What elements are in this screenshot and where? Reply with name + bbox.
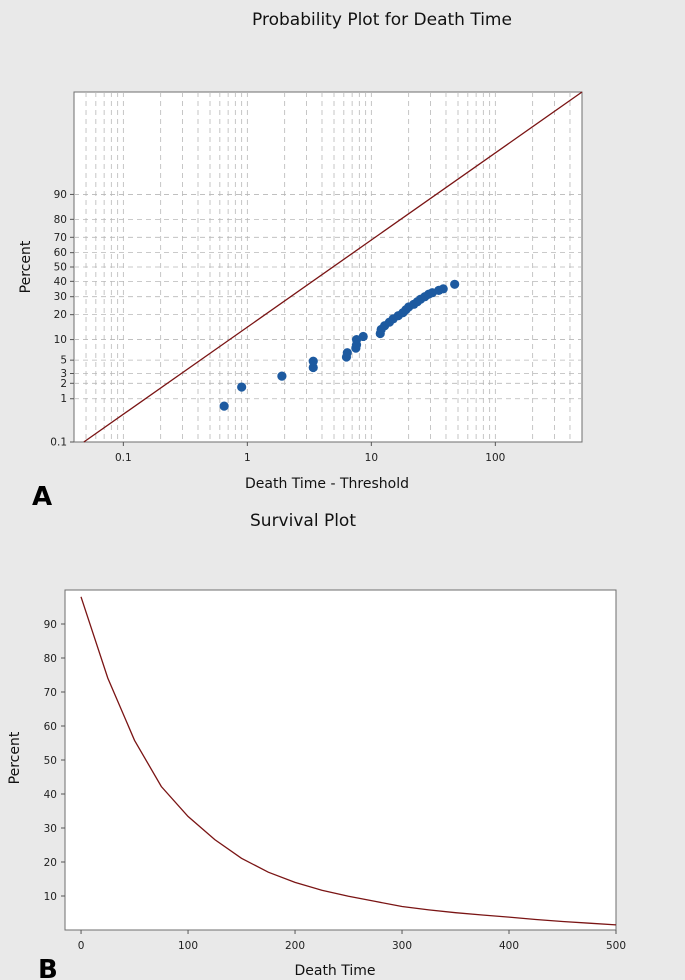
- panel-a: Probability Plot for Death Time 0.1 1 235 1…: [18, 10, 583, 512]
- chart-b-x-ticks: 0 100 200 300 400 500: [78, 930, 626, 952]
- chart-b-y-label: Percent: [7, 731, 23, 784]
- chart-a-y-tick-label: 80: [54, 214, 67, 226]
- chart-a-data-point: [342, 348, 352, 358]
- chart-a-y-tick-label: 5: [60, 355, 67, 367]
- chart-b-title: Survival Plot: [250, 511, 356, 531]
- chart-b-x-tick-label: 500: [606, 940, 626, 952]
- chart-a-data-point: [219, 401, 229, 411]
- chart-a-data-point: [277, 371, 287, 381]
- chart-b-x-tick-label: 0: [78, 940, 85, 952]
- chart-a-x-tick-label: 1: [244, 452, 251, 464]
- chart-b-y-tick-label: 50: [44, 755, 57, 767]
- chart-a-y-tick-label: 0.1: [50, 437, 67, 449]
- chart-b-x-tick-label: 400: [499, 940, 519, 952]
- chart-a-data-point: [450, 279, 460, 289]
- chart-a-y-tick-label: 20: [54, 309, 67, 321]
- chart-b-y-tick-label: 80: [44, 653, 57, 665]
- chart-a-y-tick-label: 40: [54, 276, 67, 288]
- chart-a-y-tick-label: 30: [54, 291, 67, 303]
- chart-a-x-tick-label: 0.1: [115, 452, 132, 464]
- chart-b-x-label: Death Time: [294, 963, 375, 979]
- chart-a-y-tick-label: 70: [54, 232, 67, 244]
- chart-b-y-ticks: 10 20 30 40 50 60 70 80 90: [44, 619, 65, 903]
- chart-a-y-tick-label: 10: [54, 334, 67, 346]
- panel-b: Survival Plot 10 20 30 40 50 60 70 80 90 0 100 200…: [7, 511, 626, 980]
- chart-a-data-point: [358, 331, 368, 342]
- panel-b-letter: B: [38, 955, 58, 980]
- chart-b-y-tick-label: 20: [44, 857, 57, 869]
- chart-a-y-tick-label: 50: [54, 262, 67, 274]
- chart-b-survival-curve: [80, 596, 617, 926]
- chart-b-x-tick-label: 200: [285, 940, 305, 952]
- chart-a-y-tick-label: 1: [60, 393, 67, 405]
- chart-a-title: Probability Plot for Death Time: [252, 10, 512, 30]
- chart-b-y-tick-label: 40: [44, 789, 57, 801]
- chart-a-x-tick-label: 10: [365, 452, 378, 464]
- chart-a-data-point: [308, 356, 318, 366]
- chart-b-x-tick-label: 300: [392, 940, 412, 952]
- chart-b-y-tick-label: 60: [44, 721, 57, 733]
- chart-b-y-tick-label: 70: [44, 687, 57, 699]
- chart-b-y-tick-label: 30: [44, 823, 57, 835]
- chart-a-y-ticks: 0.1 1 235 10 20 30 40 50 60 70 80 90: [50, 189, 74, 449]
- chart-a-data-point: [237, 382, 247, 392]
- chart-a-data-point: [438, 284, 448, 294]
- chart-b-y-tick-label: 90: [44, 619, 57, 631]
- chart-a-y-tick-label: 90: [54, 189, 67, 201]
- chart-b-y-tick-label: 10: [44, 891, 57, 903]
- chart-a-points: [219, 279, 460, 411]
- chart-a-y-tick-label: 60: [54, 247, 67, 259]
- chart-a-x-ticks: 0.1 1 10 100: [115, 442, 505, 464]
- chart-a-y-label: Percent: [18, 240, 34, 293]
- chart-b-x-tick-label: 100: [178, 940, 198, 952]
- chart-a-y-tick-label: 2: [60, 378, 67, 390]
- chart-a-y-tick-label: 3: [60, 368, 67, 380]
- chart-a-x-label: Death Time - Threshold: [245, 476, 409, 492]
- chart-a-x-tick-label: 100: [485, 452, 505, 464]
- chart-a-fit-line: [83, 91, 583, 443]
- chart-b-plot-area: [64, 589, 617, 931]
- panel-a-letter: A: [32, 482, 52, 512]
